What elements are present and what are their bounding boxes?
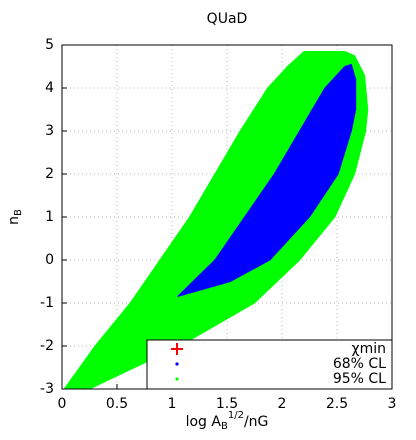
- x-tick-label: 2.5: [326, 396, 348, 412]
- x-tick-label: 2: [278, 396, 287, 412]
- y-tick-label: 1: [45, 209, 54, 225]
- legend-label: 68% CL: [333, 356, 386, 372]
- confidence-region: [177, 63, 357, 298]
- y-tick-label: 5: [45, 37, 54, 53]
- legend-marker: [175, 377, 179, 381]
- y-tick-label: 4: [45, 80, 54, 96]
- x-tick-label: 1: [168, 396, 177, 412]
- legend-label: 95% CL: [333, 371, 386, 387]
- confidence-region: [63, 50, 369, 390]
- x-label-part: log A: [186, 414, 222, 430]
- legend-marker: [175, 362, 179, 366]
- x-tick-label: 0.5: [106, 396, 128, 412]
- x-axis-label: log AB1/2/nG: [186, 410, 269, 432]
- x-tick-label: 0: [58, 396, 67, 412]
- x-tick-label: 3: [388, 396, 397, 412]
- y-tick-label: -3: [40, 381, 54, 397]
- x-label-sup: 1/2: [228, 410, 244, 421]
- y-tick-label: -2: [40, 338, 54, 354]
- y-label-part: n: [6, 216, 22, 225]
- y-tick-label: 3: [45, 123, 54, 139]
- x-label-sub: B: [221, 421, 228, 432]
- x-label-part: /nG: [244, 414, 268, 430]
- legend-box: [146, 339, 393, 390]
- y-label-sub: B: [13, 209, 24, 216]
- y-tick-label: 2: [45, 166, 54, 182]
- y-tick-label: -1: [40, 295, 54, 311]
- y-tick-label: 0: [45, 252, 54, 268]
- legend-label: χmin: [352, 341, 387, 357]
- x-tick-label: 1.5: [216, 396, 238, 412]
- y-axis-label: nB: [6, 209, 24, 225]
- chart-title: QUaD: [207, 11, 248, 27]
